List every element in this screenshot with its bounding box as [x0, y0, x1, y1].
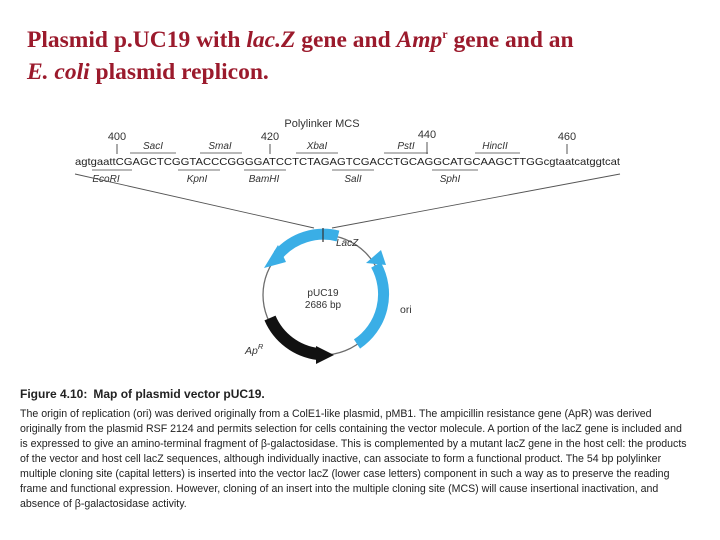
- site-psti: PstI: [397, 141, 414, 152]
- site-ecori: EcoRI: [92, 174, 119, 185]
- lacz-gene-arc: [273, 228, 340, 259]
- amp-label-text: Ap: [244, 345, 258, 357]
- lacz-arrowhead: [264, 245, 286, 268]
- position-460: 460: [558, 131, 576, 143]
- figure-label: Figure 4.10:: [20, 387, 88, 401]
- figure-title: Map of plasmid vector pUC19.: [93, 387, 265, 401]
- title-text-4: plasmid replicon.: [89, 59, 269, 85]
- mcs-expansion-line: [74, 173, 315, 229]
- site-sphi: SphI: [440, 174, 461, 185]
- title-amp: Amp: [396, 27, 443, 53]
- plasmid-size: 2686 bp: [305, 300, 342, 311]
- amp-label: ApR: [244, 342, 264, 357]
- position-440: 440: [418, 129, 436, 141]
- mcs-sequence: agtgaattCGAGCTCGGTACCCGGGGATCCTCTAGAGTCG…: [75, 156, 620, 168]
- title-text-2: gene and: [295, 27, 397, 53]
- mcs-header: Polylinker MCS: [284, 118, 359, 130]
- figure-caption: Figure 4.10: Map of plasmid vector pUC19.…: [20, 387, 692, 512]
- caption-text: The origin of replication (ori) was deri…: [20, 408, 687, 510]
- site-hincii: HincII: [482, 141, 508, 152]
- plasmid-figure: Polylinker MCS 400 420 440 460 SacI SmaI…: [20, 110, 700, 520]
- ori-arc: [353, 262, 390, 349]
- site-xbai: XbaI: [306, 141, 328, 152]
- site-saci: SacI: [143, 141, 163, 152]
- caption-heading: Figure 4.10: Map of plasmid vector pUC19.: [20, 387, 692, 402]
- plasmid-map: Polylinker MCS 400 420 440 460 SacI SmaI…: [74, 118, 621, 364]
- title-text-1: Plasmid p.UC19 with: [27, 27, 247, 53]
- site-kpni: KpnI: [187, 174, 208, 185]
- mcs-expansion-line: [331, 173, 621, 229]
- title-text-3: gene and an: [447, 27, 574, 53]
- slide-title: Plasmid p.UC19 with lac.Z gene and Ampr …: [27, 24, 707, 88]
- plasmid-name: pUC19: [307, 288, 339, 299]
- title-amp-sup: r: [442, 27, 448, 42]
- position-420: 420: [261, 131, 279, 143]
- title-ecoli: E. coli: [27, 59, 90, 85]
- title-lacz: lac.Z: [246, 27, 296, 53]
- site-sali: SalI: [344, 174, 361, 185]
- amp-arrowhead: [316, 346, 334, 364]
- amp-label-sup: R: [258, 342, 264, 351]
- position-400: 400: [108, 131, 126, 143]
- ori-label: ori: [400, 304, 412, 316]
- site-bamhi: BamHI: [249, 174, 280, 185]
- lacz-label: LacZ: [336, 238, 359, 249]
- site-smai: SmaI: [208, 141, 232, 152]
- ori-arrowhead: [366, 250, 386, 265]
- amp-gene-arc: [264, 315, 319, 360]
